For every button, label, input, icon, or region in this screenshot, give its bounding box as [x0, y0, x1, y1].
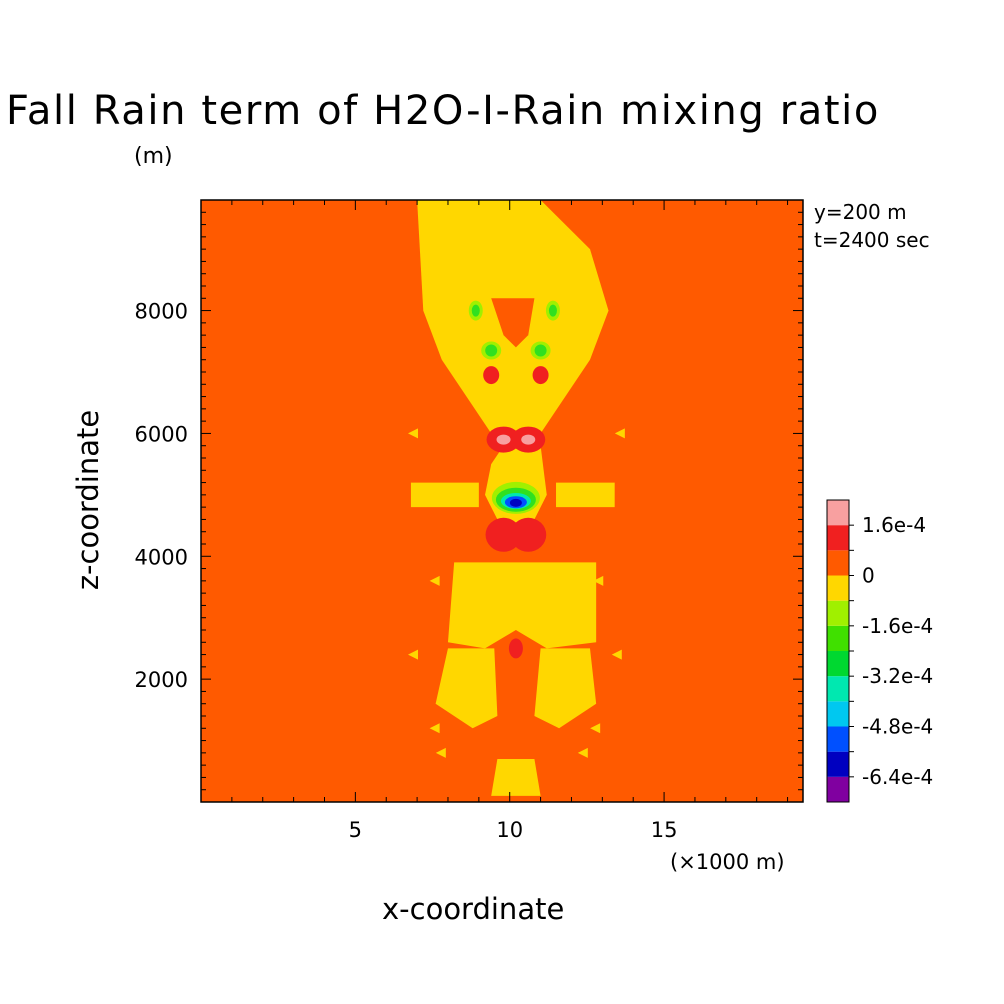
colorbar-label: 0: [862, 564, 875, 588]
red-blob-lower-1: [510, 517, 547, 552]
contour-region-yellow-5: [447, 562, 597, 649]
contour-fleck-1: [614, 428, 625, 439]
x-tick-label: 10: [496, 818, 523, 842]
green-pair-1: [534, 344, 547, 357]
pink-core-0: [496, 434, 511, 445]
contour-region-yellow-6: [435, 648, 498, 729]
y-tick-label: 4000: [135, 545, 188, 569]
annotation-time: t=2400 sec: [814, 228, 930, 252]
x-tick-label: 5: [349, 818, 362, 842]
colorbar-label: -3.2e-4: [862, 664, 933, 688]
colorbar-segment: [827, 625, 849, 651]
y-tick-label: 2000: [135, 668, 188, 692]
y-tick-label: 6000: [135, 422, 188, 446]
colorbar-segment: [827, 550, 849, 576]
colorbar-segment: [827, 600, 849, 626]
contour-fleck-9: [590, 723, 601, 734]
contour-fleck-4: [408, 649, 419, 660]
red-blob-upper-0: [483, 366, 500, 385]
colorbar-segment: [827, 651, 849, 677]
contour-region-yellow-7: [534, 648, 597, 729]
colorbar-segment: [827, 575, 849, 601]
colorbar-segment: [827, 701, 849, 727]
colorbar-label: 1.6e-4: [862, 513, 926, 537]
colorbar-label: -4.8e-4: [862, 715, 933, 739]
contour-region-yellow-8: [491, 759, 541, 796]
contour-fleck-3: [593, 575, 604, 586]
colorbar-label: -1.6e-4: [862, 614, 933, 638]
x-tick-label: 15: [651, 818, 678, 842]
annotation-y-position: y=200 m: [814, 200, 907, 224]
red-blob-lower-0: [485, 517, 522, 552]
contour-fleck-6: [435, 747, 446, 758]
x-axis-title: x-coordinate: [382, 892, 565, 926]
colorbar-segment: [827, 500, 849, 526]
pink-core-1: [521, 434, 536, 445]
red-blob-upper-1: [532, 366, 549, 385]
colorbar-label: -6.4e-4: [862, 765, 933, 789]
colorbar-segment: [827, 751, 849, 777]
red-blob-bottom: [508, 638, 523, 659]
contour-fleck-8: [429, 723, 440, 734]
green-core-top-0: [471, 304, 480, 317]
colorbar-segment: [827, 776, 849, 802]
green-core-top-1: [548, 304, 557, 317]
plot-frame: [200, 199, 804, 803]
contour-region-yellow-3: [410, 482, 479, 508]
contour-fleck-7: [577, 747, 588, 758]
x-axis-unit: (×1000 m): [670, 850, 785, 874]
colorbar-segment: [827, 676, 849, 702]
contour-fleck-2: [429, 575, 440, 586]
colorbar-segment: [827, 726, 849, 752]
y-tick-label: 8000: [135, 300, 188, 324]
colorbar-segment: [827, 525, 849, 551]
contour-region-yellow-4: [556, 482, 615, 508]
min-core: [509, 498, 522, 507]
green-pair-0: [485, 344, 498, 357]
contour-fleck-0: [408, 428, 419, 439]
contour-region-orange-1: [491, 298, 535, 348]
chart-title: Fall Rain term of H2O-I-Rain mixing rati…: [6, 88, 880, 134]
y-axis-unit: (m): [134, 144, 173, 169]
contour-fleck-5: [611, 649, 622, 660]
